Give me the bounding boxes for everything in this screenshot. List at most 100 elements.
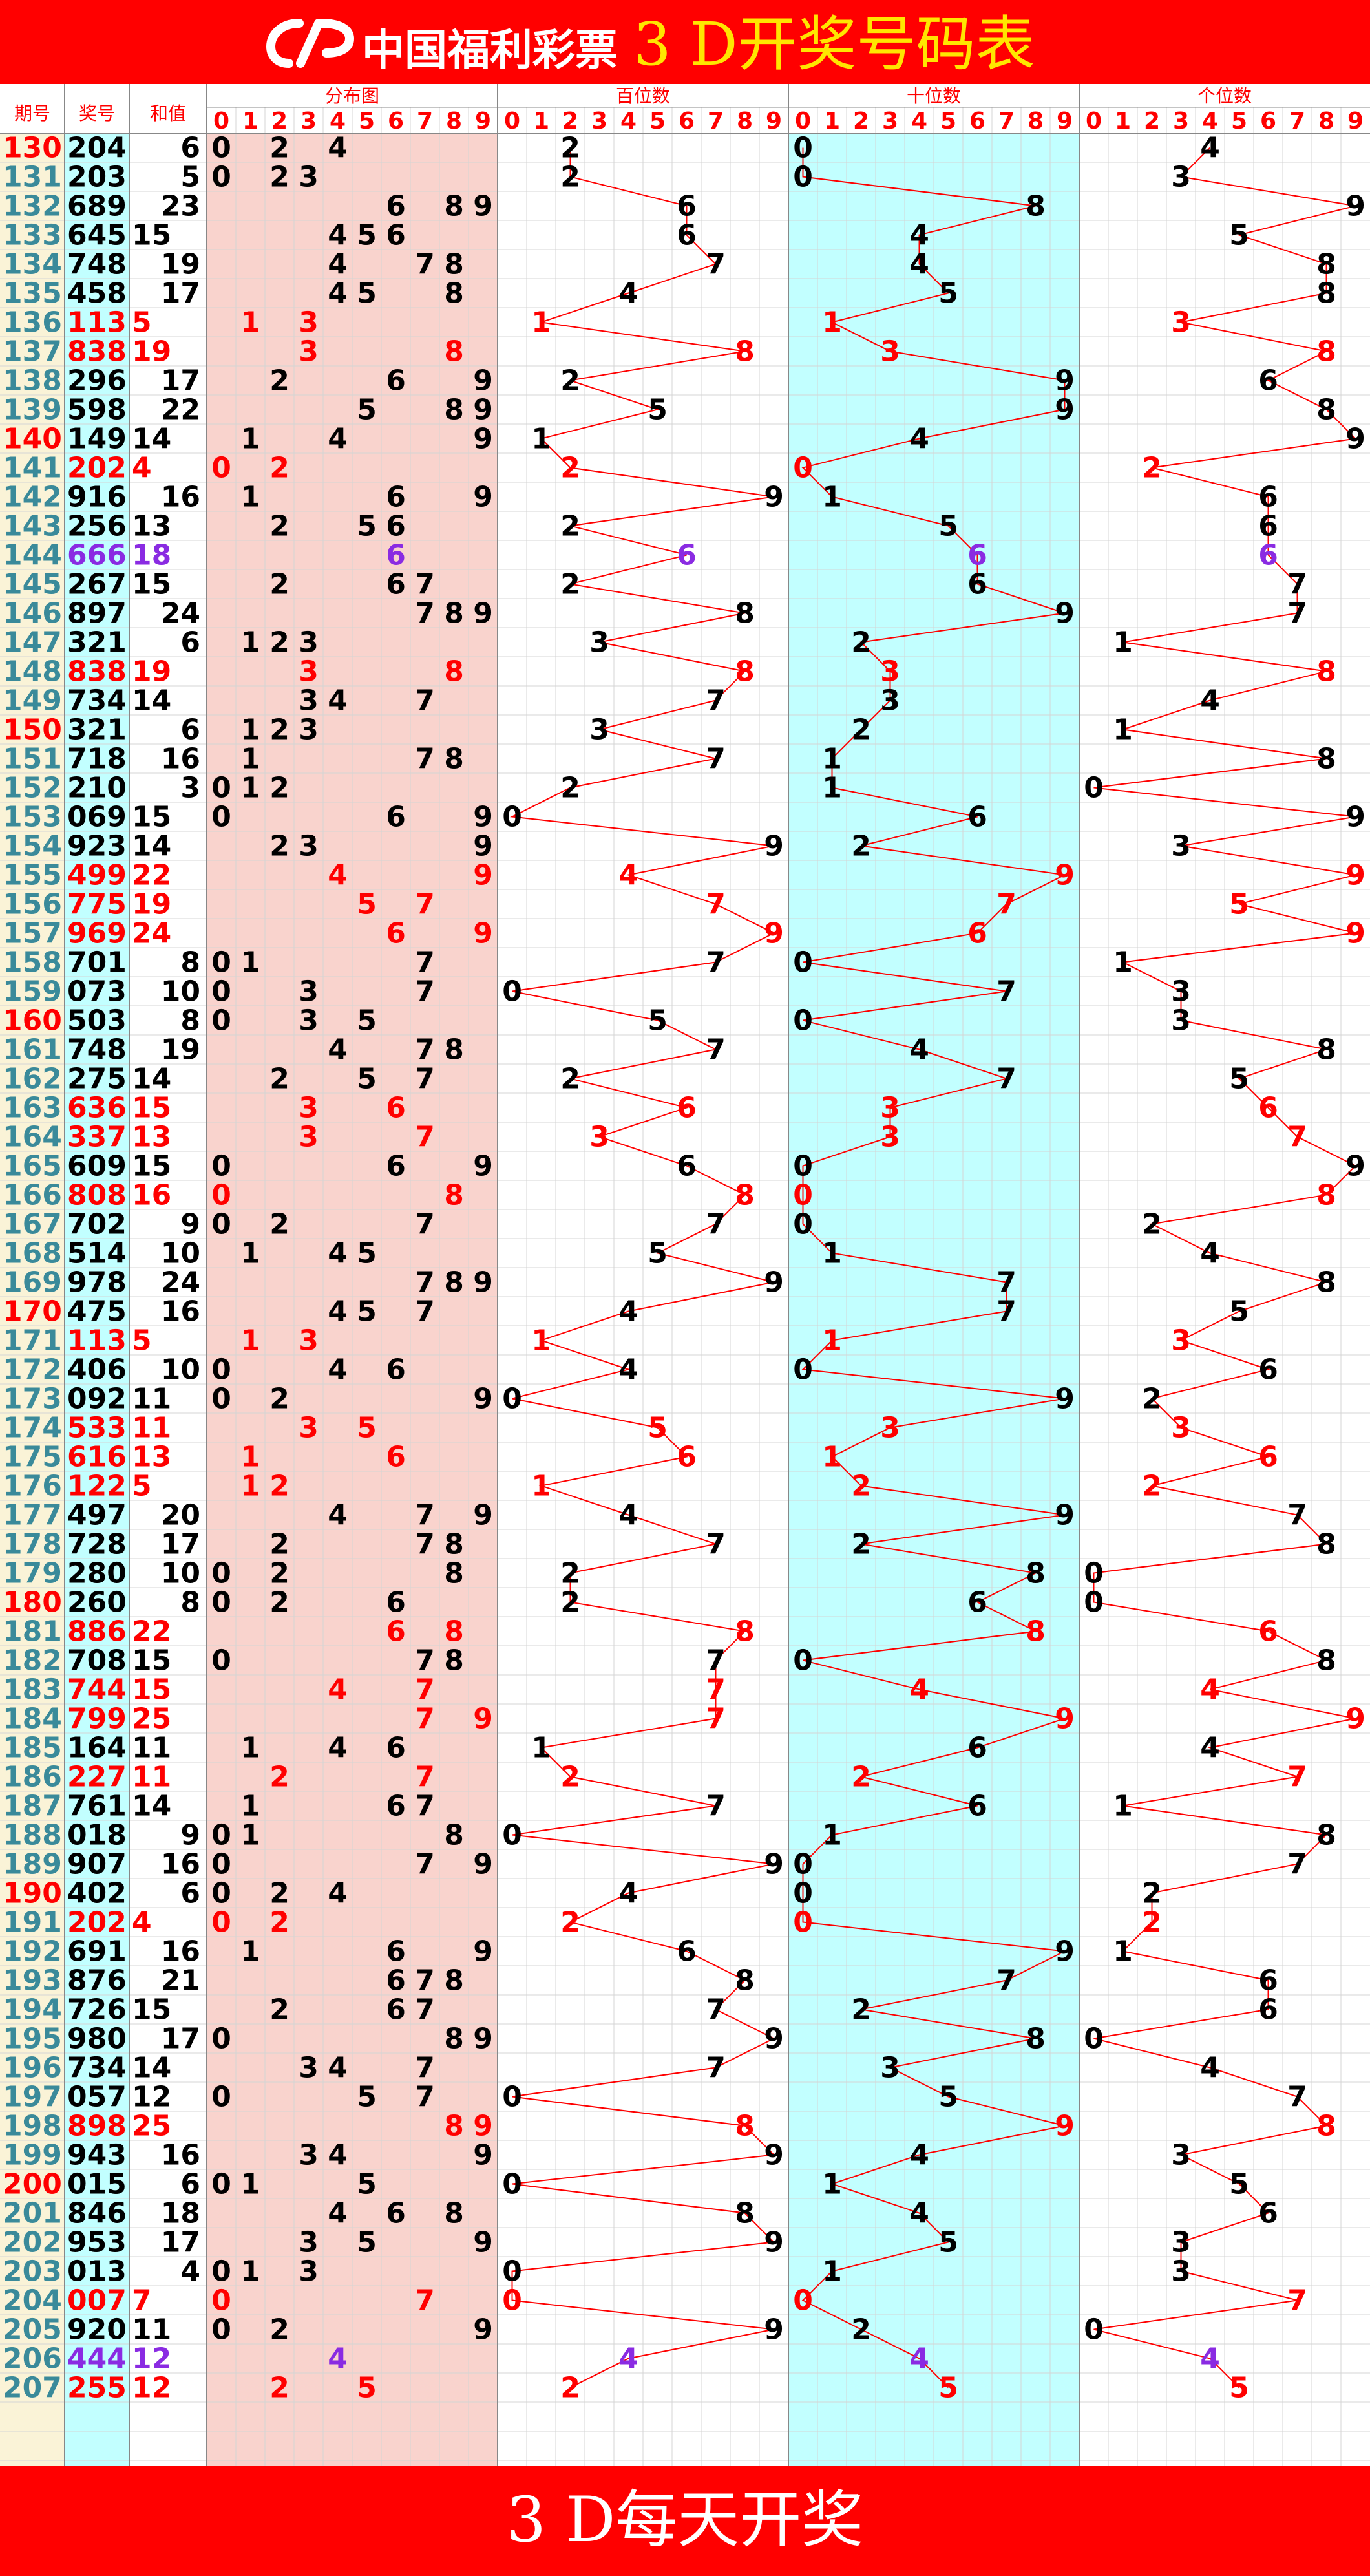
digit-header: 2 (853, 108, 869, 134)
sum-value: 13 (132, 1121, 171, 1154)
distribution-digit: 3 (299, 1412, 319, 1445)
sum-value: 15 (132, 1150, 171, 1183)
winning-number: 092 (67, 1383, 127, 1416)
units-digit: 3 (1171, 2255, 1191, 2288)
distribution-digit: 5 (357, 277, 377, 310)
tens-digit: 4 (909, 1034, 929, 1067)
digit-header: 6 (969, 108, 985, 134)
sum-value: 24 (161, 597, 200, 630)
units-digit: 1 (1113, 946, 1133, 979)
issue-number: 140 (3, 423, 62, 456)
winning-number: 838 (67, 335, 127, 368)
digit-header: 0 (795, 108, 811, 134)
issue-number: 198 (3, 2110, 62, 2143)
distribution-digit: 0 (211, 1645, 231, 1677)
sum-value: 25 (132, 1703, 171, 1736)
winning-number: 018 (67, 1819, 127, 1852)
units-header: 个位数 (1197, 85, 1252, 107)
distribution-digit: 9 (473, 365, 493, 398)
distribution-digit: 0 (211, 452, 231, 485)
digit-header: 3 (882, 108, 898, 134)
units-digit: 5 (1229, 2372, 1249, 2405)
tens-digit: 6 (967, 1586, 987, 1619)
distribution-digit: 2 (269, 365, 290, 398)
distribution-digit: 8 (444, 655, 464, 688)
header-banner: 中国福利彩票 3 D开奖号码表 (0, 0, 1370, 84)
distribution-digit: 3 (299, 2052, 319, 2085)
digit-header: 8 (1028, 108, 1044, 134)
hundreds-digit: 8 (735, 1179, 755, 1212)
distribution-digit: 7 (415, 1964, 435, 1997)
issue-number: 200 (3, 2168, 62, 2201)
sum-value: 16 (161, 2139, 200, 2172)
winning-number: 969 (67, 917, 127, 950)
distribution-digit: 3 (299, 306, 319, 339)
tens-digit: 7 (996, 1266, 1017, 1299)
distribution-digit: 6 (386, 1354, 406, 1387)
tens-digit: 2 (851, 714, 871, 747)
digit-header: 8 (737, 108, 753, 134)
distribution-digit: 8 (444, 248, 464, 281)
hundreds-digit: 4 (618, 859, 638, 892)
winning-number: 007 (67, 2284, 127, 2317)
tens-digit: 9 (1055, 1383, 1075, 1416)
issue-number: 174 (3, 1412, 62, 1445)
issue-number: 166 (3, 1179, 62, 1212)
tens-digit: 2 (851, 1528, 871, 1561)
digit-header: 3 (591, 108, 607, 134)
winning-number: 718 (67, 743, 127, 776)
hundreds-digit: 7 (706, 685, 726, 718)
units-digit: 7 (1287, 1499, 1307, 1532)
issue-number: 143 (3, 510, 62, 543)
distribution-digit: 9 (473, 1383, 493, 1416)
sum-value: 16 (161, 743, 200, 776)
distribution-digit: 9 (473, 394, 493, 427)
digit-header: 9 (1057, 108, 1073, 134)
digit-header: 3 (300, 108, 317, 134)
distribution-digit: 8 (444, 1557, 464, 1590)
tens-digit: 6 (967, 917, 987, 950)
winning-number: 122 (67, 1470, 127, 1503)
tens-digit: 3 (880, 2052, 900, 2085)
distribution-digit: 0 (211, 2255, 231, 2288)
distribution-digit: 0 (211, 1848, 231, 1881)
distribution-digit: 8 (444, 394, 464, 427)
distribution-digit: 6 (386, 510, 406, 543)
tens-digit: 1 (822, 1325, 842, 1357)
distribution-digit: 0 (211, 161, 231, 194)
sum-value: 9 (180, 1819, 200, 1852)
hundreds-digit: 1 (531, 1325, 551, 1357)
hundreds-digit: 6 (677, 219, 697, 252)
digit-header: 2 (1144, 108, 1160, 134)
distribution-digit: 4 (328, 1674, 348, 1707)
winning-number: 702 (67, 1208, 127, 1241)
distribution-digit: 0 (211, 2081, 231, 2114)
distribution-digit: 2 (269, 452, 290, 485)
hundreds-digit: 3 (589, 626, 609, 659)
distribution-digit: 9 (473, 1848, 493, 1881)
distribution-digit: 6 (386, 917, 406, 950)
issue-number: 188 (3, 1819, 62, 1852)
distribution-digit: 4 (328, 685, 348, 718)
issue-number: 189 (3, 1848, 62, 1881)
winning-number: 978 (67, 1266, 127, 1299)
distribution-digit: 3 (299, 161, 319, 194)
tens-digit: 5 (938, 277, 958, 310)
units-digit: 6 (1258, 1964, 1278, 1997)
distribution-digit: 2 (269, 1383, 290, 1416)
units-digit: 3 (1171, 1325, 1191, 1357)
hundreds-digit: 9 (764, 1266, 784, 1299)
units-digit: 6 (1258, 1354, 1278, 1387)
winning-number: 708 (67, 1645, 127, 1677)
distribution-digit: 0 (211, 1208, 231, 1241)
digit-header: 0 (504, 108, 520, 134)
issue-number: 132 (3, 190, 62, 223)
winning-number: 321 (67, 626, 127, 659)
digit-header: 3 (1173, 108, 1189, 134)
distribution-digit: 8 (444, 2023, 464, 2056)
winning-number: 761 (67, 1790, 127, 1823)
units-digit: 8 (1316, 655, 1336, 688)
sum-value: 6 (180, 2168, 200, 2201)
distribution-digit: 7 (415, 946, 435, 979)
